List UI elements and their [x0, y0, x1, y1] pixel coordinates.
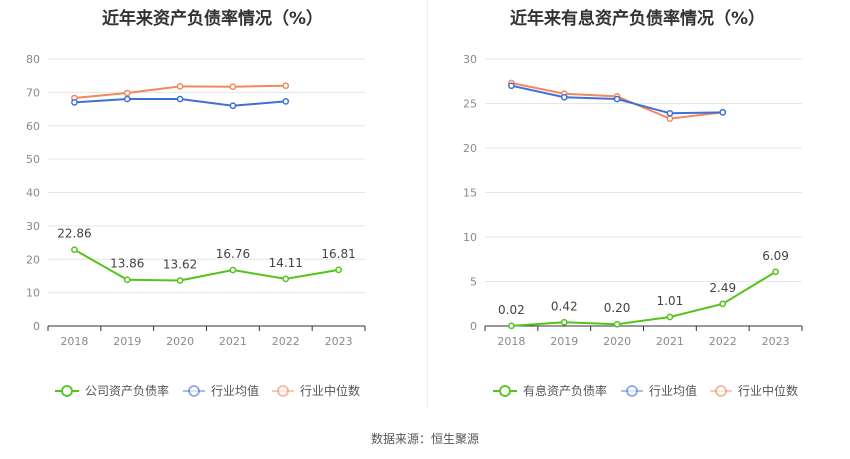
data-point [560, 93, 568, 101]
data-point [666, 109, 674, 117]
y-tick-label: 60 [26, 120, 40, 133]
data-point [666, 313, 674, 321]
data-point [613, 320, 621, 328]
legend-marker [499, 385, 511, 397]
y-tick-label: 80 [26, 53, 40, 66]
data-point [123, 95, 131, 103]
legend-item: 行业中位数 [272, 383, 360, 398]
legend-label: 行业中位数 [738, 383, 798, 398]
x-tick-label: 2020 [166, 335, 194, 348]
y-tick-label: 40 [26, 187, 40, 200]
data-point [719, 109, 727, 116]
data-point [282, 275, 290, 283]
y-tick-label: 0 [470, 320, 477, 333]
legend-label: 行业均值 [649, 383, 697, 398]
y-tick-label: 10 [26, 287, 40, 300]
data-label: 13.86 [110, 257, 144, 271]
y-tick-label: 25 [463, 98, 477, 111]
y-tick-label: 50 [26, 153, 40, 166]
data-point [560, 318, 568, 326]
legend-marker [188, 385, 200, 397]
data-label: 0.42 [551, 299, 578, 313]
legend-label: 有息资产负债率 [523, 383, 607, 398]
data-label: 6.09 [762, 249, 789, 263]
legend-item: 公司资产负债率 [55, 383, 169, 398]
data-point [719, 300, 727, 308]
x-tick-label: 2018 [60, 335, 88, 348]
x-tick-label: 2022 [272, 335, 300, 348]
data-point [282, 82, 290, 90]
series-line-0 [73, 248, 339, 282]
x-tick-label: 2023 [325, 335, 353, 348]
legend-label: 行业均值 [211, 383, 259, 398]
data-label: 0.20 [604, 301, 631, 315]
y-tick-label: 70 [26, 86, 40, 99]
data-point [229, 83, 237, 91]
legend-label: 行业中位数 [300, 383, 360, 398]
legend-item: 行业中位数 [710, 383, 798, 398]
x-tick-label: 2023 [762, 335, 790, 348]
legend-marker [626, 385, 638, 397]
y-tick-label: 20 [463, 142, 477, 155]
x-tick-label: 2021 [219, 335, 247, 348]
y-tick-label: 30 [26, 220, 40, 233]
data-point [71, 246, 78, 254]
data-point [71, 99, 78, 106]
data-label: 16.76 [216, 247, 250, 261]
data-label: 2.49 [709, 281, 736, 295]
data-label: 1.01 [657, 294, 684, 308]
chart-title-right: 近年来有息资产负债率情况（%） [509, 9, 766, 29]
data-point [508, 322, 515, 330]
y-tick-label: 10 [463, 231, 477, 244]
legend-marker [277, 385, 289, 397]
data-source: 数据来源：恒生聚源 [370, 432, 479, 446]
y-tick-label: 15 [463, 187, 477, 200]
chart-title-left: 近年来资产负债率情况（%） [101, 9, 324, 29]
y-tick-label: 5 [470, 276, 477, 289]
data-point [123, 89, 131, 97]
chart-left: 0 10 20 30 40 50 60 70 80 2018 2019 2020 2021 2022 202… [26, 53, 366, 398]
data-point [176, 83, 184, 90]
legend-marker [715, 385, 727, 397]
legend-label: 公司资产负债率 [85, 383, 169, 398]
x-tick-label: 2020 [603, 335, 631, 348]
data-point [229, 266, 237, 274]
data-point [282, 98, 290, 105]
data-point [335, 266, 342, 274]
data-point [772, 268, 779, 276]
legend-item: 有息资产负债率 [493, 383, 607, 398]
y-tick-label: 20 [26, 253, 40, 266]
x-tick-label: 2022 [709, 335, 737, 348]
data-label: 22.86 [57, 227, 91, 241]
data-label: 13.62 [163, 258, 197, 272]
x-tick-label: 2018 [497, 335, 525, 348]
data-point [613, 95, 621, 103]
x-tick-label: 2021 [656, 335, 684, 348]
data-point [123, 276, 131, 284]
data-label: 16.81 [321, 247, 355, 261]
legend-item: 行业均值 [183, 383, 259, 398]
data-label: 14.11 [269, 256, 303, 270]
data-point [229, 102, 237, 110]
legend-marker [61, 385, 73, 397]
data-point [666, 115, 674, 122]
y-tick-label: 0 [33, 320, 40, 333]
data-point [176, 277, 184, 284]
x-tick-label: 2019 [550, 335, 578, 348]
chart-right: 0 5 10 15 20 25 30 2018 2019 2020 2021 2022 2023 0.02… [463, 53, 803, 398]
legend-item: 行业均值 [621, 383, 697, 398]
panel-divider [427, 0, 428, 408]
data-point [508, 82, 515, 90]
data-label: 0.02 [498, 303, 525, 317]
x-tick-label: 2019 [113, 335, 141, 348]
series-line-0 [511, 270, 777, 327]
y-tick-label: 30 [463, 53, 477, 66]
data-point [176, 95, 184, 103]
